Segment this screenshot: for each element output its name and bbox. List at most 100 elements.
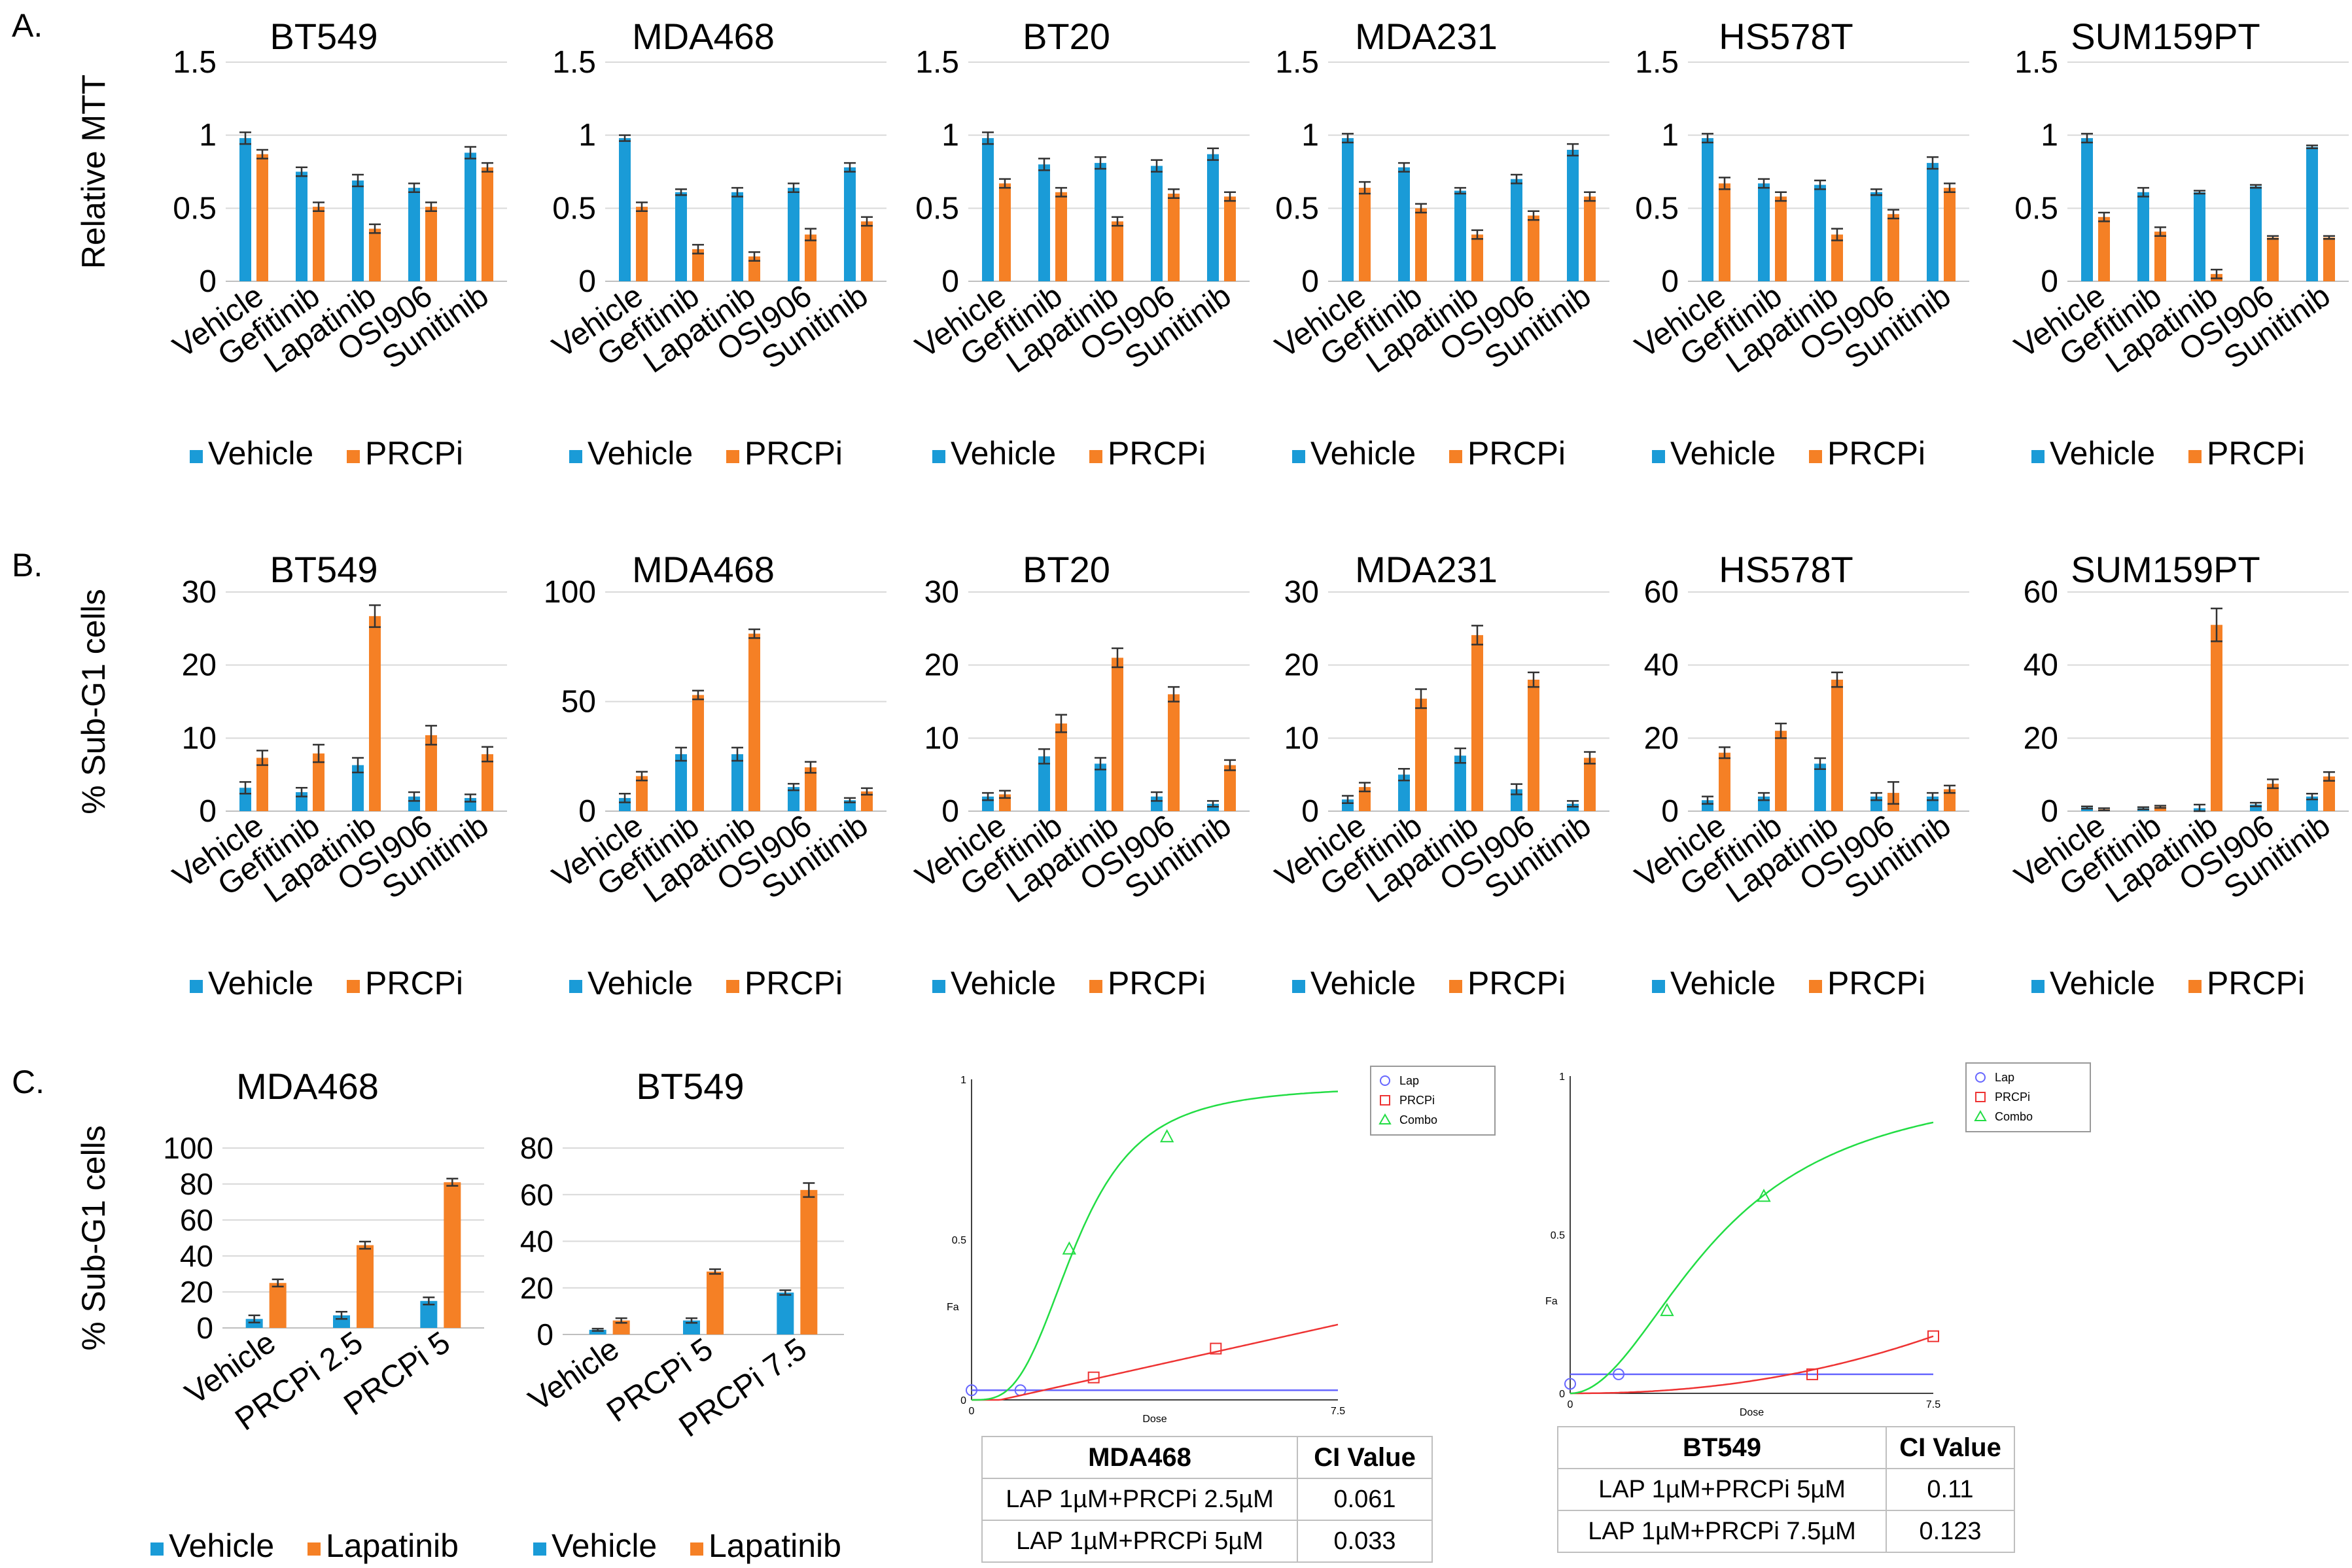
bar-lapatinib xyxy=(269,1283,287,1328)
curve-prcpi xyxy=(972,1323,1339,1401)
bar-vehicle xyxy=(619,797,631,811)
bar-vehicle xyxy=(2250,804,2262,811)
y-tick-label: 30 xyxy=(1284,575,1319,610)
ci-table-bt549: BT549 CI Value LAP 1µM+PRCPi 5µM 0.11 LA… xyxy=(1557,1426,2015,1553)
bar-prcpi xyxy=(861,791,873,811)
y-axis-title: Fa xyxy=(1545,1296,1558,1307)
legend-swatch xyxy=(2031,450,2045,463)
chart-title: MDA468 xyxy=(236,1066,379,1107)
y-tick-label: 0 xyxy=(960,1395,966,1406)
y-tick-label: 0 xyxy=(199,264,217,299)
legend-label: Lap xyxy=(1399,1074,1419,1087)
legend-label: PRCPi xyxy=(2207,965,2305,1002)
y-tick-label: 0 xyxy=(941,264,959,299)
curve-combo xyxy=(972,1090,1339,1401)
y-tick-label: 1.5 xyxy=(173,45,217,80)
legend-marker xyxy=(1380,1075,1390,1086)
point-combo xyxy=(1757,1189,1771,1202)
x-tick-label: 0 xyxy=(1568,1399,1573,1410)
bar-vehicle xyxy=(2137,192,2149,281)
legend-marker xyxy=(1380,1095,1390,1106)
bar-vehicle xyxy=(788,787,799,811)
y-tick-label: 0 xyxy=(2041,264,2058,299)
y-axis-title: Relative MTT xyxy=(75,75,112,269)
legend-swatch xyxy=(190,980,203,993)
panel-letter-c: C. xyxy=(12,1064,44,1100)
y-tick-label: 0.5 xyxy=(2014,191,2058,226)
bar-lapatinib xyxy=(612,1320,630,1334)
ci-value-cell: 0.061 xyxy=(1297,1478,1433,1521)
bar-chart-A2: 00.511.5MDA468VehicleGefitinibLapatinibO… xyxy=(546,16,886,472)
bar-chart-B5: 0204060HS578TVehicleGefitinibLapatinibOS… xyxy=(1629,549,1969,1002)
bar-chart-B4: 0102030MDA231VehicleGefitinibLapatinibOS… xyxy=(1269,549,1609,1002)
y-tick-label: 30 xyxy=(182,575,217,610)
legend-swatch xyxy=(1809,980,1822,993)
y-tick-label: 40 xyxy=(2024,648,2058,683)
y-tick-label: 30 xyxy=(924,575,959,610)
bar-vehicle xyxy=(1342,138,1354,281)
y-tick-label: 0.5 xyxy=(173,191,217,226)
bar-prcpi xyxy=(861,221,873,281)
legend-label: PRCPi xyxy=(745,965,843,1002)
chart-title: MDA231 xyxy=(1355,16,1498,57)
panel-letter-a: A. xyxy=(12,7,43,44)
legend-label: Vehicle xyxy=(169,1527,274,1564)
y-tick-label: 1.5 xyxy=(1635,45,1679,80)
point-combo xyxy=(1062,1241,1076,1255)
ci-combination-cell: LAP 1µM+PRCPi 2.5µM xyxy=(981,1478,1298,1521)
ci-value-cell: 0.123 xyxy=(1886,1510,2015,1553)
chart-title: BT20 xyxy=(1023,549,1110,590)
bar-prcpi xyxy=(748,633,760,811)
bar-prcpi xyxy=(999,183,1011,281)
ci-table-mda468: MDA468 CI Value LAP 1µM+PRCPi 2.5µM 0.06… xyxy=(981,1436,1433,1563)
bar-vehicle xyxy=(239,138,251,281)
point-prcpi xyxy=(1210,1342,1222,1355)
legend-swatch xyxy=(569,980,582,993)
bar-prcpi xyxy=(1359,188,1371,281)
bar-prcpi xyxy=(1584,758,1596,811)
bar-vehicle xyxy=(844,167,856,281)
legend-label: PRCPi xyxy=(365,965,463,1002)
legend-swatch xyxy=(569,450,582,463)
legend-label: PRCPi xyxy=(1467,965,1566,1002)
bar-prcpi xyxy=(1719,183,1730,281)
legend-swatch xyxy=(1292,450,1305,463)
bar-vehicle xyxy=(1814,184,1826,281)
bar-prcpi xyxy=(1528,215,1539,281)
y-tick-label: 0 xyxy=(578,264,596,299)
legend-swatch xyxy=(1292,980,1305,993)
legend-label: PRCPi xyxy=(1827,435,1925,472)
bar-vehicle xyxy=(1511,179,1522,281)
bar-vehicle xyxy=(1758,183,1770,281)
legend-swatch xyxy=(307,1542,321,1556)
bar-vehicle xyxy=(1814,763,1826,811)
bar-vehicle xyxy=(2306,147,2318,281)
y-tick-label: 1 xyxy=(199,118,217,153)
ci-table-header: MDA468 CI Value xyxy=(981,1436,1433,1479)
y-tick-label: 40 xyxy=(520,1225,553,1259)
chart-title: MDA468 xyxy=(632,16,775,57)
legend-label: Lap xyxy=(1995,1071,2014,1084)
bar-prcpi xyxy=(1887,214,1899,281)
bar-vehicle xyxy=(675,754,687,811)
legend-label: Vehicle xyxy=(1670,965,1776,1002)
y-tick-label: 0 xyxy=(941,794,959,829)
bar-prcpi xyxy=(2323,776,2335,811)
bar-vehicle xyxy=(731,754,743,811)
legend-marker xyxy=(1975,1092,1986,1102)
bar-prcpi xyxy=(1831,234,1843,281)
bar-prcpi xyxy=(748,256,760,281)
legend-swatch xyxy=(1652,980,1665,993)
y-tick-label: 60 xyxy=(2024,575,2058,610)
ci-combination-cell: LAP 1µM+PRCPi 7.5µM xyxy=(1557,1510,1887,1553)
y-tick-label: 1.5 xyxy=(1275,45,1319,80)
point-combo xyxy=(1660,1302,1674,1316)
y-tick-label: 1 xyxy=(941,118,959,153)
legend-marker xyxy=(1975,1072,1986,1083)
legend-swatch xyxy=(190,450,203,463)
legend-label: PRCPi xyxy=(1467,435,1566,472)
bar-prcpi xyxy=(482,167,493,281)
ci-table-row: LAP 1µM+PRCPi 2.5µM 0.061 xyxy=(981,1478,1433,1521)
bar-lapatinib xyxy=(357,1245,374,1328)
